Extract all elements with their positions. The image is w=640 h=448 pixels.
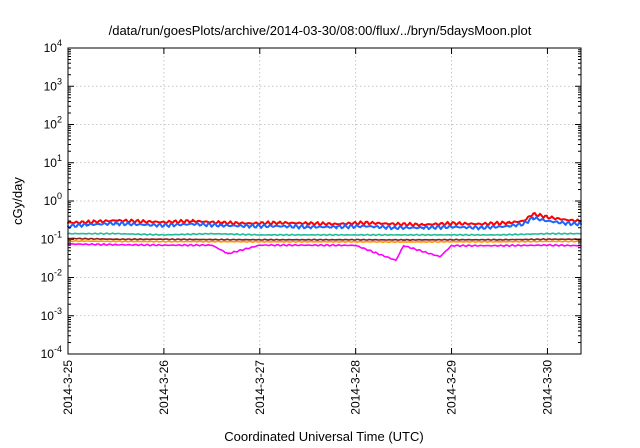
y-tick-label: 102 (44, 115, 62, 132)
y-tick-base: 10 (44, 194, 58, 208)
y-tick-exponent: 1 (57, 153, 62, 163)
y-tick-base: 10 (41, 271, 55, 285)
y-tick-base: 10 (44, 118, 58, 132)
data-series-line (67, 243, 582, 262)
chart-title: /data/run/goesPlots/archive/2014-03-30/0… (109, 23, 532, 38)
x-tick-label: 2014-3-26 (157, 360, 171, 415)
data-series-line (67, 216, 582, 231)
y-tick-exponent: 3 (57, 76, 62, 86)
data-series-line (67, 239, 582, 244)
x-axis-label: Coordinated Universal Time (UTC) (224, 429, 423, 444)
y-tick-label: 10-4 (41, 344, 62, 361)
x-tick-label: 2014-3-28 (349, 360, 363, 415)
y-tick-base: 10 (44, 41, 58, 55)
y-tick-label: 10-3 (41, 306, 62, 323)
y-tick-base: 10 (41, 232, 55, 246)
data-series-line (67, 212, 582, 227)
data-series-line (67, 237, 582, 242)
axis-ticks (67, 47, 581, 355)
y-tick-exponent: 4 (57, 38, 62, 48)
grid (68, 48, 581, 354)
y-tick-label: 100 (44, 191, 62, 208)
y-tick-base: 10 (44, 156, 58, 170)
y-tick-label: 10-2 (41, 268, 62, 285)
y-axis-label: cGy/day (10, 177, 25, 225)
y-tick-base: 10 (41, 347, 55, 361)
y-tick-exponent: -4 (54, 344, 62, 354)
y-tick-exponent: -3 (54, 306, 62, 316)
x-tick-label: 2014-3-30 (540, 360, 554, 415)
y-tick-base: 10 (41, 309, 55, 323)
data-series-group (67, 212, 582, 262)
y-tick-base: 10 (44, 79, 58, 93)
y-tick-label: 101 (44, 153, 62, 170)
y-tick-exponent: -2 (54, 268, 62, 278)
y-tick-label: 10-1 (41, 229, 62, 246)
y-tick-exponent: -1 (54, 229, 62, 239)
x-tick-labels: 2014-3-25 2014-3-26 2014-3-27 2014-3-28 2014… (61, 360, 554, 415)
y-tick-exponent: 2 (57, 115, 62, 125)
y-tick-label: 103 (44, 76, 62, 93)
x-tick-label: 2014-3-29 (445, 360, 459, 415)
data-series-line (67, 232, 582, 237)
x-tick-label: 2014-3-27 (253, 360, 267, 415)
y-tick-label: 104 (44, 38, 62, 55)
x-tick-label: 2014-3-25 (61, 360, 75, 415)
y-tick-exponent: 0 (57, 191, 62, 201)
